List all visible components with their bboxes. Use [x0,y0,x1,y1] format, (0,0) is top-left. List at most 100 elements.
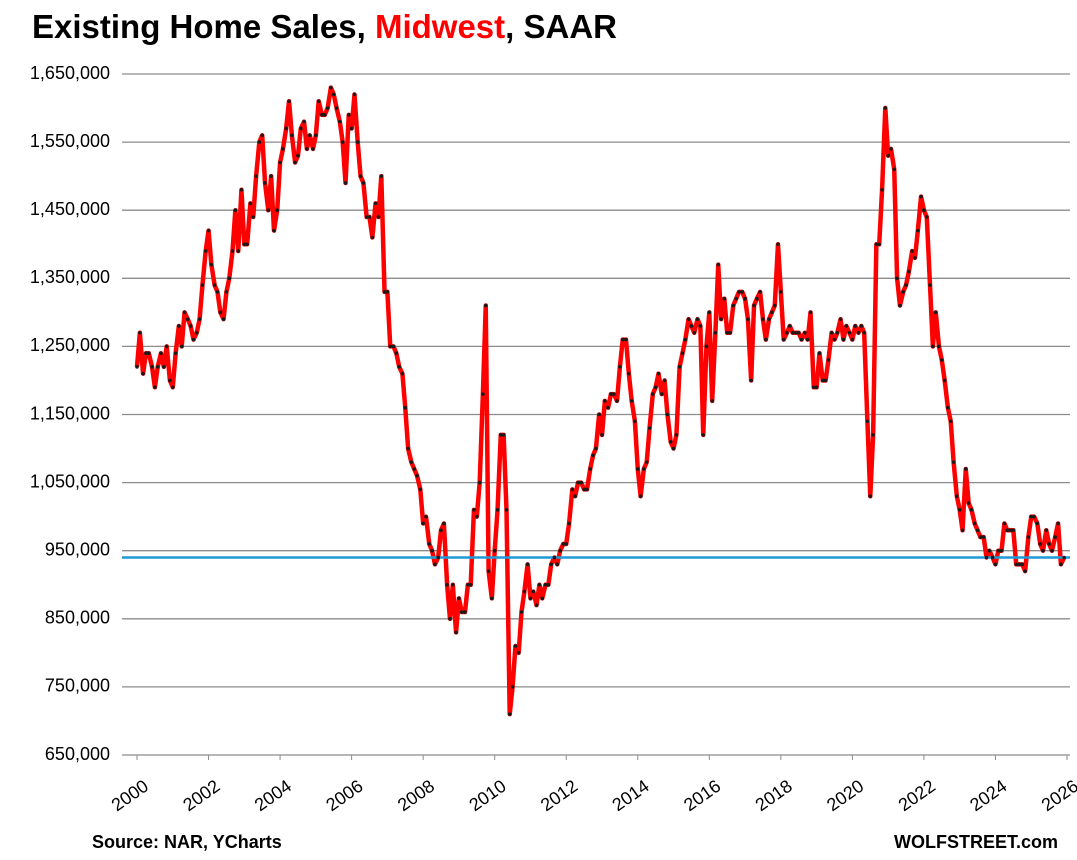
data-point [224,290,229,294]
data-point [928,283,932,287]
data-point [430,548,434,553]
x-tick-label: 2002 [179,776,223,815]
data-point [290,133,294,138]
chart-title: Existing Home Sales, Midwest, SAAR [32,8,617,45]
data-point [781,337,786,342]
y-tick-label: 950,000 [45,539,110,559]
data-point [990,555,995,560]
data-point [629,399,634,403]
data-point [746,317,750,321]
data-point [600,433,604,437]
data-point [916,228,920,233]
data-point [558,548,562,553]
data-point [689,324,694,328]
data-point [808,310,813,315]
data-point [931,344,935,349]
data-point [543,582,548,587]
data-point [135,365,139,369]
data-point [713,330,718,335]
data-point [1032,514,1036,519]
data-point [1062,555,1066,560]
data-point [537,582,542,587]
data-point [999,548,1004,553]
data-point [942,378,947,383]
data-point [984,555,989,560]
data-point [606,405,610,410]
data-point [254,174,258,178]
data-point [772,303,777,308]
data-point [731,303,736,308]
data-point [576,480,580,485]
data-point [490,596,494,601]
data-point [898,303,902,308]
data-point [1002,521,1007,526]
data-point [761,317,765,321]
x-tick-label: 2004 [251,776,295,815]
data-point [382,290,387,294]
data-point [498,433,503,437]
data-point [305,147,309,151]
x-tick-label: 2008 [394,776,438,815]
title-highlight: Midwest [375,8,505,45]
data-point [803,330,807,335]
data-point [555,562,560,567]
y-tick-label: 1,150,000 [30,403,110,423]
data-point [325,106,330,110]
data-point [701,433,706,437]
data-point [823,378,828,383]
data-point [880,187,884,192]
data-point [937,344,941,349]
data-point [182,310,187,315]
data-point [987,548,992,553]
data-point [844,324,849,328]
data-point [451,582,455,587]
data-point [946,405,950,410]
data-point [194,330,199,335]
data-point [144,351,148,356]
data-point [504,508,509,512]
data-point [227,276,232,281]
data-point [627,371,631,376]
data-point [531,589,536,594]
data-point [1059,562,1063,567]
data-point [662,378,667,383]
data-point [1020,562,1025,567]
data-point [704,344,709,349]
data-point [638,494,643,499]
data-point [138,330,142,335]
data-point [391,344,396,349]
data-point [218,310,223,315]
data-point [1026,535,1031,539]
data-point [913,256,917,260]
data-point [215,290,220,294]
data-point [841,337,846,342]
data-point [355,140,360,144]
data-point [787,324,792,328]
data-point [1035,521,1040,526]
data-point [776,242,780,247]
data-point [492,548,497,553]
data-point [716,262,721,267]
data-point [1008,528,1013,533]
x-tick-label: 2026 [1038,776,1077,815]
data-point [546,582,551,587]
data-point [433,562,437,567]
data-point [150,365,154,369]
x-tick-label: 2016 [680,776,724,815]
data-point [457,596,461,601]
data-point [933,310,938,315]
data-point [725,330,729,335]
data-point [924,215,929,219]
data-point [519,610,524,614]
data-point [829,330,834,335]
data-point [188,324,193,328]
data-point [197,317,202,321]
data-point [960,528,965,533]
data-point [329,85,333,90]
data-point [513,644,518,648]
data-point [677,365,682,369]
data-point [901,290,905,294]
data-point [540,596,545,601]
data-point [340,140,345,144]
